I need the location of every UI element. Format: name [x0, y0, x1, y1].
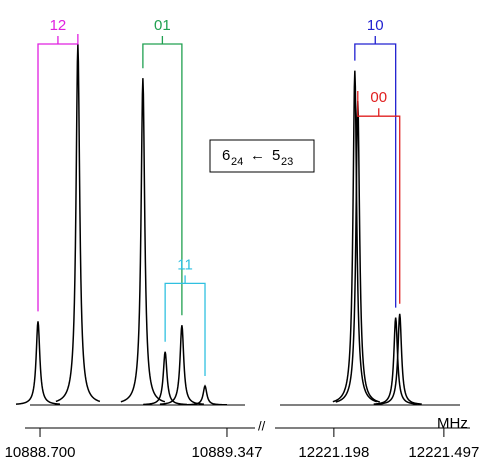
- bracket: [354, 36, 397, 308]
- peak: [143, 351, 188, 406]
- bracket: [357, 91, 401, 304]
- bracket-label: 01: [154, 17, 171, 34]
- peak: [373, 317, 418, 405]
- bracket-label: 00: [370, 89, 387, 106]
- label-box: [209, 139, 315, 173]
- x-tick-label: 10889.347: [192, 444, 263, 461]
- peak: [15, 321, 61, 405]
- label-upper: 6: [222, 147, 230, 164]
- bracket-label: 12: [50, 17, 67, 34]
- peak: [55, 43, 101, 403]
- label-lower-sub: 23: [281, 156, 293, 168]
- x-tick-label: 10888.700: [5, 444, 76, 461]
- unit-label: MHz: [437, 415, 468, 432]
- bracket: [37, 34, 79, 312]
- bracket: [142, 36, 183, 316]
- bracket: [164, 275, 206, 376]
- x-tick-label: 12221.198: [298, 444, 369, 461]
- x-tick-label: 12221.497: [408, 444, 479, 461]
- axis-break: //: [258, 418, 266, 433]
- peak: [120, 78, 166, 403]
- transition-label: 6 24 ← 5 23: [209, 139, 315, 173]
- label-lower: 5: [272, 147, 280, 164]
- label-upper-sub: 24: [231, 156, 243, 168]
- label-arrow: ←: [250, 147, 265, 164]
- bracket-label: 10: [367, 17, 384, 34]
- peak: [377, 313, 422, 405]
- peak: [182, 384, 228, 406]
- peak: [332, 70, 378, 403]
- bracket-label: 11: [177, 256, 193, 273]
